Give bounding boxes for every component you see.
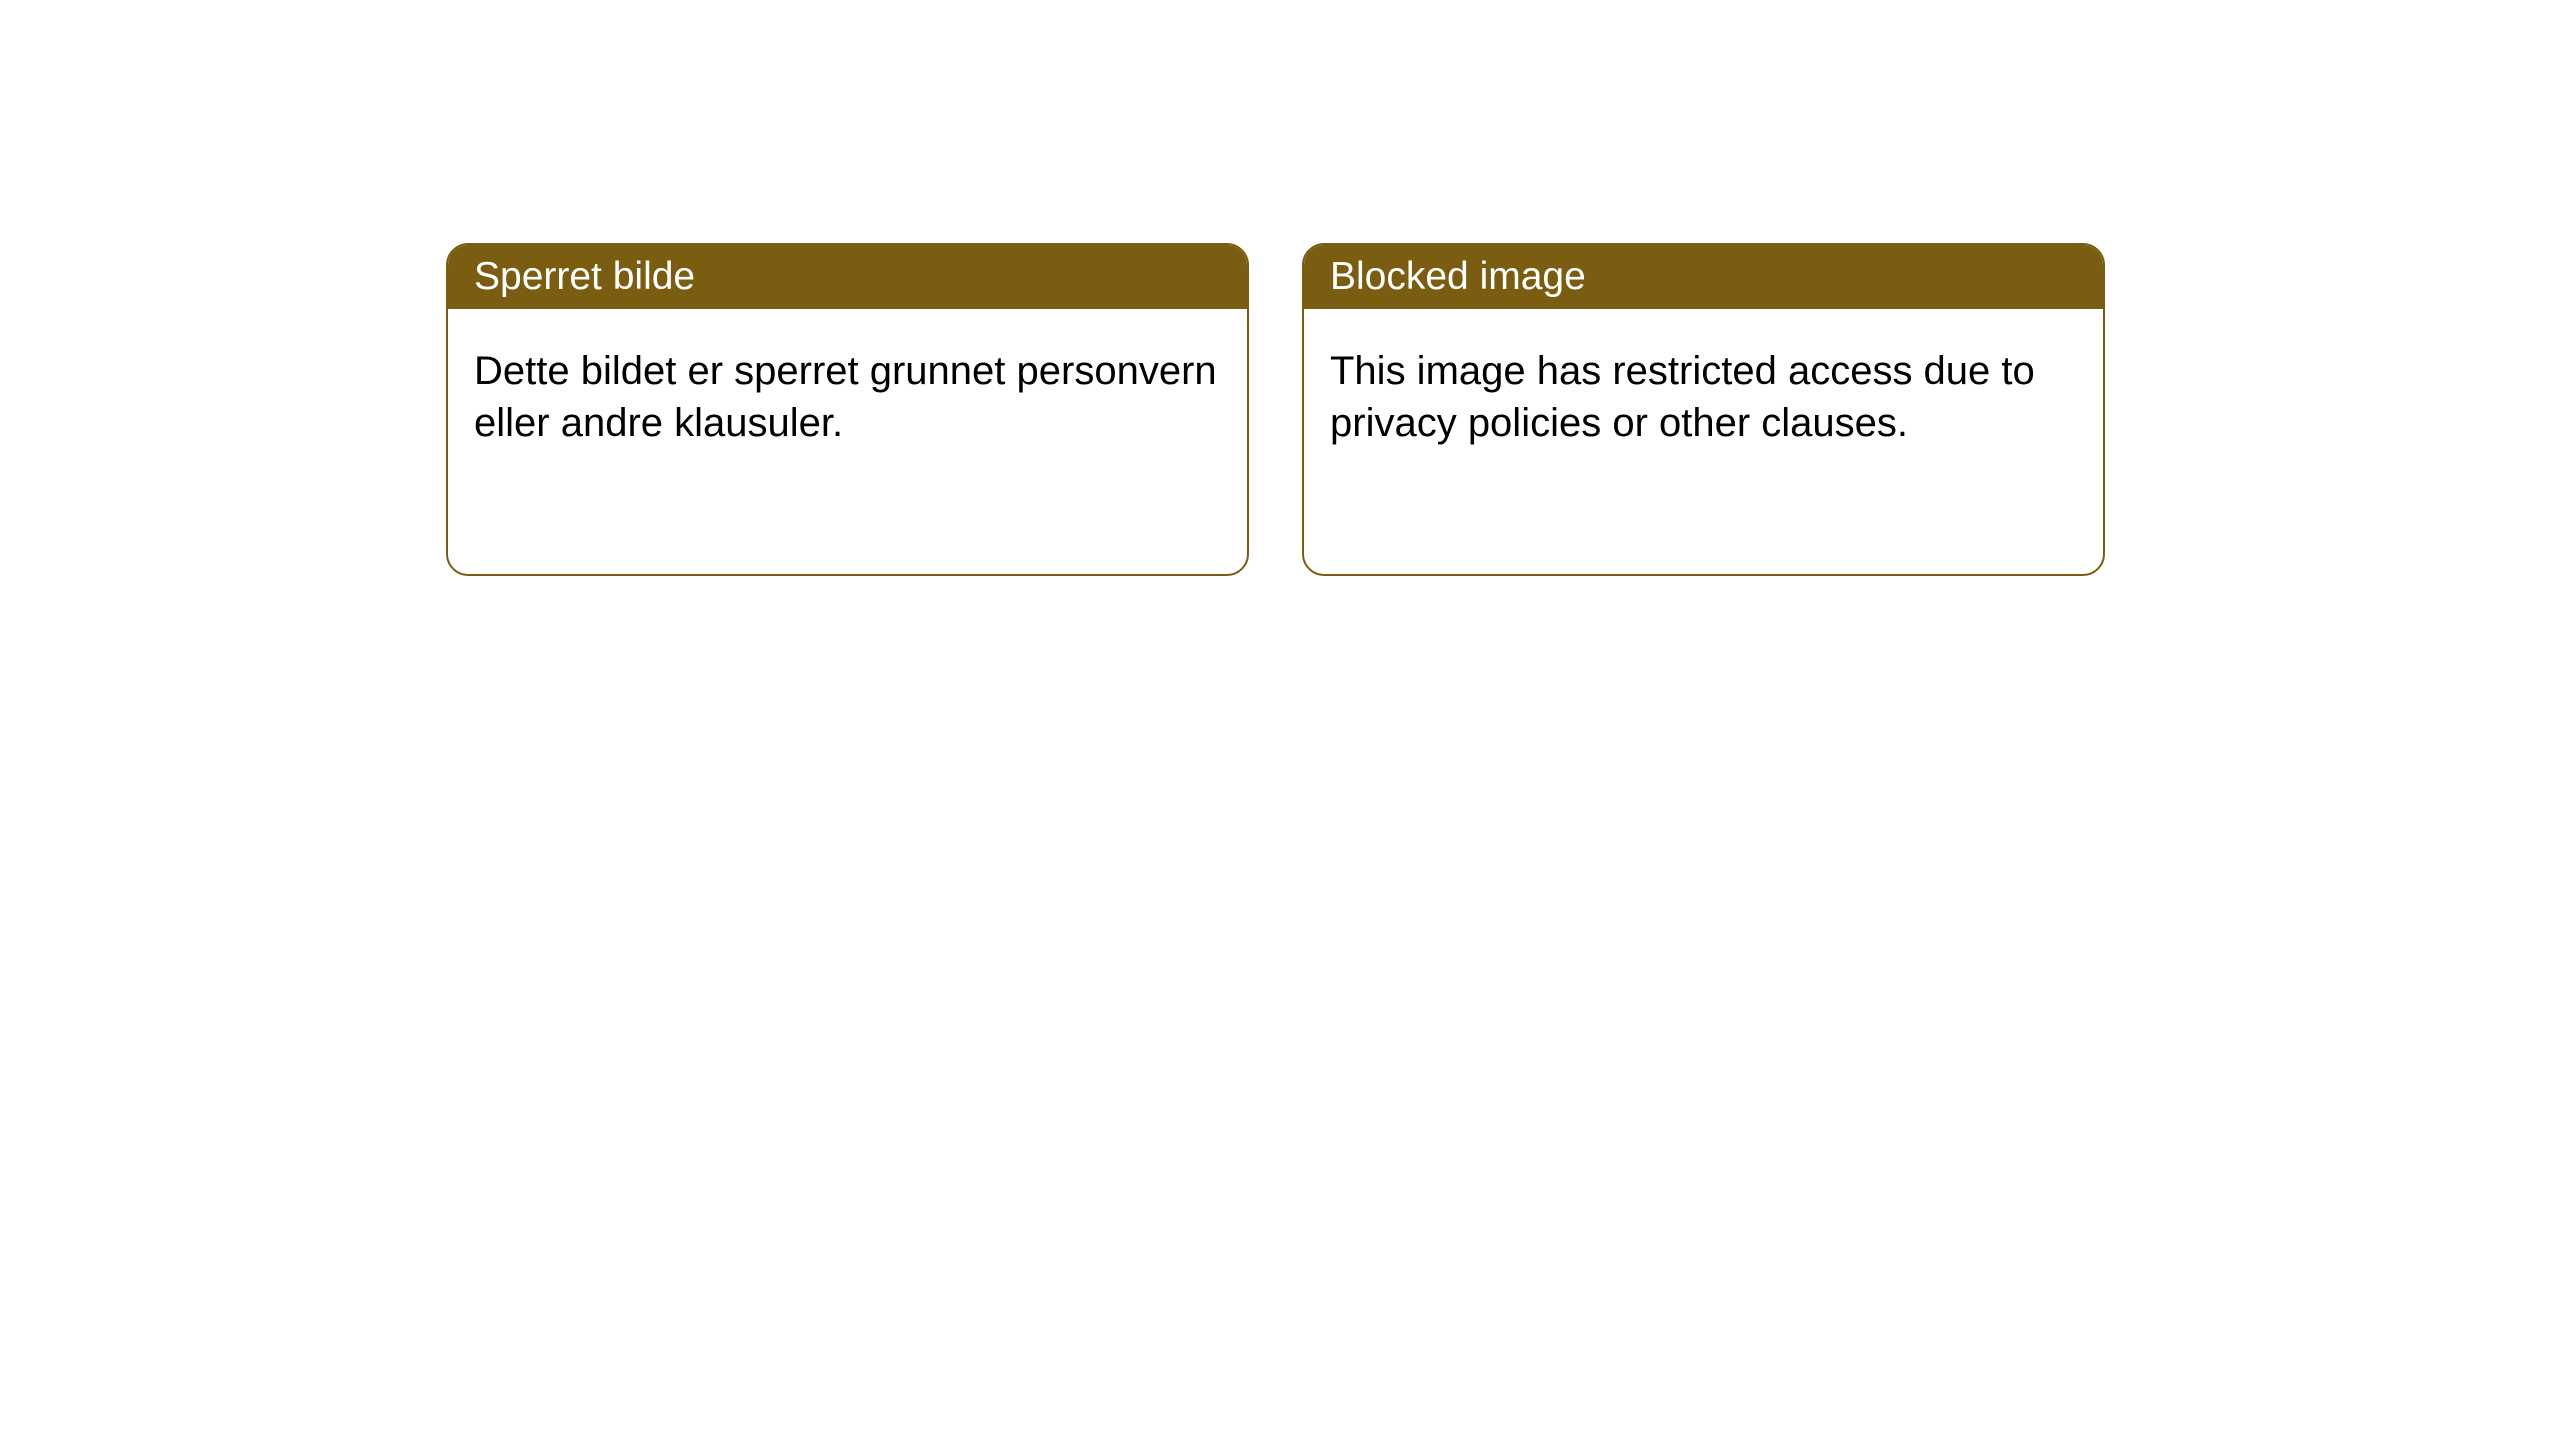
card-header-english: Blocked image: [1304, 245, 2103, 309]
notice-card-english: Blocked image This image has restricted …: [1302, 243, 2105, 576]
notice-card-norwegian: Sperret bilde Dette bildet er sperret gr…: [446, 243, 1249, 576]
card-body-english: This image has restricted access due to …: [1304, 309, 2103, 485]
card-body-norwegian: Dette bildet er sperret grunnet personve…: [448, 309, 1247, 485]
card-header-norwegian: Sperret bilde: [448, 245, 1247, 309]
notice-cards-container: Sperret bilde Dette bildet er sperret gr…: [446, 243, 2105, 576]
